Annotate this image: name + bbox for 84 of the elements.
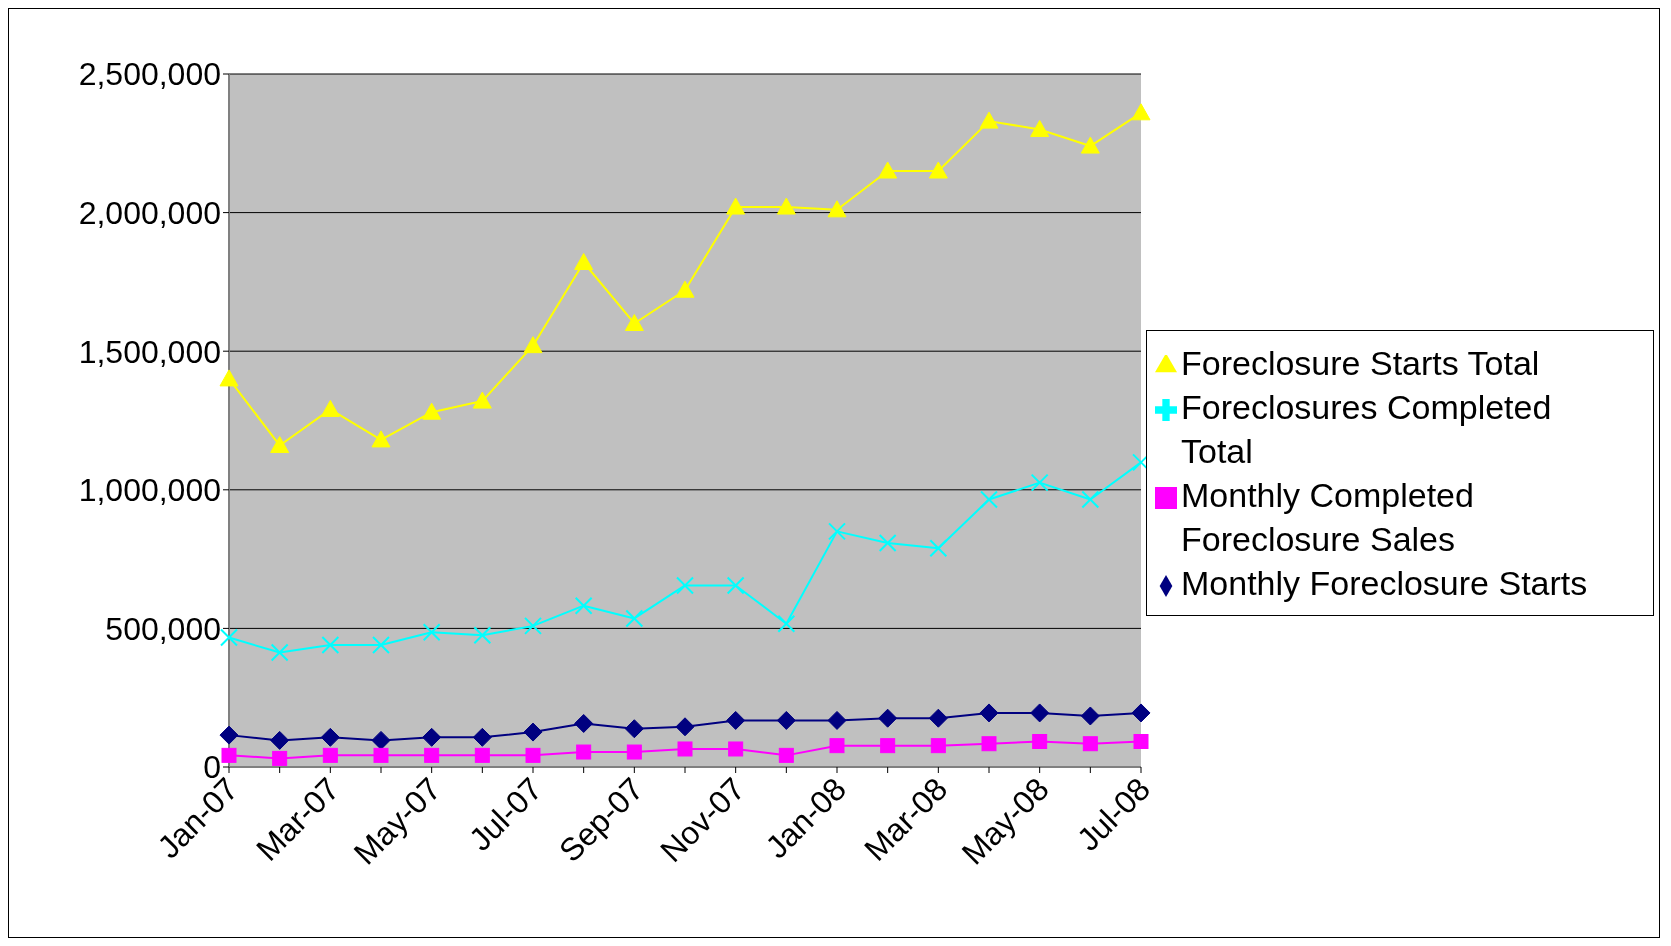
point: [574, 713, 594, 733]
point: [928, 708, 948, 728]
point: [372, 636, 390, 655]
point: [878, 534, 897, 553]
point: [219, 725, 239, 745]
point: [675, 717, 695, 737]
point: [776, 197, 796, 215]
point: [322, 747, 338, 763]
point: [625, 609, 644, 628]
point: [472, 391, 492, 409]
point: [777, 614, 796, 633]
point: [828, 522, 846, 541]
point: [270, 730, 290, 750]
point: [1030, 473, 1049, 492]
point: [272, 750, 288, 766]
point: [778, 747, 794, 763]
point: [473, 626, 492, 645]
point: [373, 747, 389, 763]
point: [929, 539, 948, 558]
y-tick-label: 1,000,000: [78, 472, 221, 509]
point: [1080, 706, 1100, 726]
point: [321, 636, 340, 655]
point: [371, 730, 391, 750]
point: [726, 576, 745, 595]
point: [827, 200, 847, 218]
legend-label: Foreclosure Starts Total: [1181, 343, 1541, 384]
point: [422, 727, 442, 747]
y-tick-label: 1,500,000: [78, 333, 221, 370]
point: [1030, 703, 1050, 723]
point: [1131, 703, 1151, 723]
point: [219, 369, 239, 387]
point: [525, 747, 541, 763]
point: [829, 738, 845, 754]
point: [930, 738, 946, 754]
point: [574, 596, 593, 615]
point: [677, 741, 693, 757]
point: [576, 744, 592, 760]
point: [422, 623, 441, 642]
point: [424, 747, 440, 763]
point: [1133, 734, 1149, 749]
point: [878, 161, 898, 179]
point: [1080, 136, 1100, 154]
point: [1081, 490, 1100, 509]
point: [474, 747, 490, 763]
point: [1131, 103, 1151, 121]
point: [270, 435, 290, 453]
point: [676, 576, 694, 595]
point: [928, 161, 948, 179]
point: [979, 703, 999, 723]
point: [320, 727, 340, 747]
point: [371, 430, 391, 448]
point: [626, 744, 642, 760]
point: [1032, 734, 1048, 749]
point: [220, 628, 238, 647]
point: [1082, 736, 1098, 752]
point: [728, 741, 744, 757]
point: [979, 111, 999, 129]
y-tick-label: 500,000: [105, 610, 221, 647]
point: [675, 280, 695, 298]
point: [523, 336, 543, 354]
point: [981, 736, 997, 752]
legend-label: Monthly Foreclosure Starts: [1181, 563, 1589, 604]
point: [726, 197, 746, 215]
point: [221, 747, 237, 763]
legend-label: Foreclosures Completed Total: [1181, 387, 1553, 472]
point: [880, 738, 896, 754]
point: [980, 490, 998, 509]
point: [878, 708, 898, 728]
point: [524, 616, 542, 635]
point: [472, 727, 492, 747]
point: [726, 710, 746, 730]
point: [574, 253, 594, 270]
point: [776, 710, 796, 730]
point: [523, 722, 543, 742]
point: [422, 402, 442, 420]
point: [1030, 119, 1050, 137]
point: [827, 710, 847, 730]
point: [270, 643, 289, 662]
point: [624, 719, 644, 739]
y-tick-label: 2,000,000: [78, 194, 221, 231]
y-tick-label: 2,500,000: [78, 56, 221, 93]
point: [624, 313, 644, 331]
point: [320, 399, 340, 417]
legend-label: Monthly Completed Foreclosure Sales: [1181, 475, 1475, 560]
